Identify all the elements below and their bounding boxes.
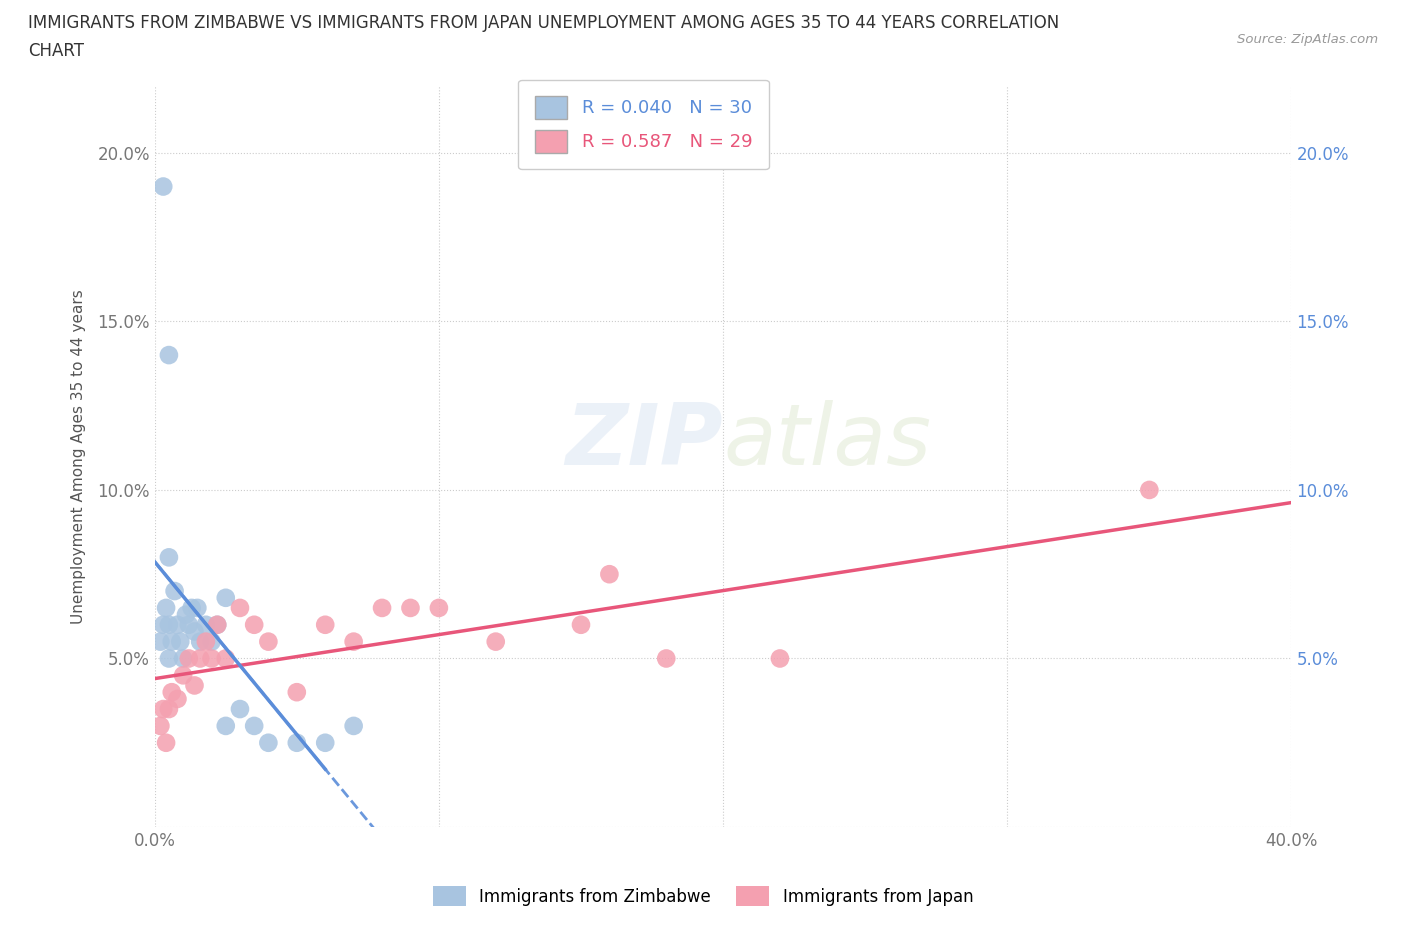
Point [285, 736, 308, 751]
Point [155, 736, 177, 751]
Point [207, 618, 229, 632]
Point [207, 618, 229, 632]
Point [172, 651, 194, 666]
Point [200, 651, 222, 666]
Point [172, 668, 194, 683]
Point [152, 179, 174, 194]
Point [169, 634, 191, 649]
Legend: R = 0.040   N = 30, R = 0.587   N = 29: R = 0.040 N = 30, R = 0.587 N = 29 [519, 80, 769, 169]
Point [485, 634, 508, 649]
Point [343, 634, 366, 649]
Point [257, 736, 280, 751]
Y-axis label: Unemployment Among Ages 35 to 44 years: Unemployment Among Ages 35 to 44 years [72, 289, 86, 624]
Point [180, 601, 202, 616]
Point [186, 601, 208, 616]
Point [174, 607, 197, 622]
Point [257, 634, 280, 649]
Point [157, 348, 180, 363]
Point [215, 719, 238, 734]
Point [229, 601, 252, 616]
Text: IMMIGRANTS FROM ZIMBABWE VS IMMIGRANTS FROM JAPAN UNEMPLOYMENT AMONG AGES 35 TO : IMMIGRANTS FROM ZIMBABWE VS IMMIGRANTS F… [28, 14, 1059, 32]
Point [655, 651, 678, 666]
Point [183, 624, 205, 639]
Point [157, 701, 180, 716]
Point [157, 651, 180, 666]
Point [399, 601, 422, 616]
Point [371, 601, 394, 616]
Point [177, 618, 200, 632]
Point [569, 618, 592, 632]
Point [229, 701, 252, 716]
Point [285, 684, 308, 699]
Point [163, 584, 186, 599]
Point [200, 634, 222, 649]
Point [166, 618, 188, 632]
Text: atlas: atlas [723, 400, 931, 483]
Point [183, 678, 205, 693]
Point [194, 618, 217, 632]
Point [769, 651, 792, 666]
Point [152, 701, 174, 716]
Point [152, 618, 174, 632]
Point [155, 601, 177, 616]
Point [157, 618, 180, 632]
Text: Source: ZipAtlas.com: Source: ZipAtlas.com [1237, 33, 1378, 46]
Point [194, 634, 217, 649]
Point [314, 618, 336, 632]
Point [598, 566, 620, 581]
Point [160, 634, 183, 649]
Point [1137, 483, 1160, 498]
Point [215, 651, 238, 666]
Point [177, 651, 200, 666]
Point [149, 634, 172, 649]
Point [215, 591, 238, 605]
Point [157, 550, 180, 565]
Point [166, 692, 188, 707]
Legend: Immigrants from Zimbabwe, Immigrants from Japan: Immigrants from Zimbabwe, Immigrants fro… [426, 880, 980, 912]
Point [314, 736, 336, 751]
Point [343, 719, 366, 734]
Point [243, 719, 266, 734]
Point [243, 618, 266, 632]
Point [188, 634, 211, 649]
Text: CHART: CHART [28, 42, 84, 60]
Point [149, 719, 172, 734]
Text: ZIP: ZIP [565, 400, 723, 483]
Point [160, 684, 183, 699]
Point [188, 651, 211, 666]
Point [427, 601, 450, 616]
